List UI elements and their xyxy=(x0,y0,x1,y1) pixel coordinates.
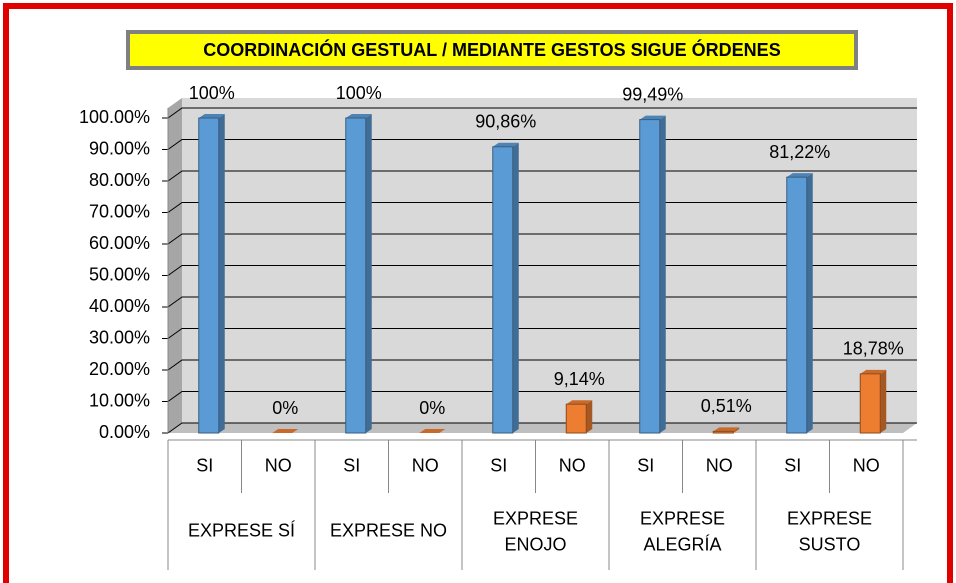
bar xyxy=(639,115,666,434)
x-tick-label: SI xyxy=(196,455,213,475)
bar-face xyxy=(345,117,367,434)
bar xyxy=(565,400,593,434)
bar-face xyxy=(512,142,519,433)
x-tick-label: NO xyxy=(412,455,439,475)
side-wall xyxy=(168,98,182,433)
data-label: 100% xyxy=(336,83,382,103)
data-label: 100% xyxy=(189,83,235,103)
chart-title: COORDINACIÓN GESTUAL / MEDIANTE GESTOS S… xyxy=(203,39,780,60)
grid-line xyxy=(167,265,917,276)
grid-line xyxy=(167,170,917,182)
frame xyxy=(3,3,953,583)
grid-line xyxy=(167,107,917,119)
x-tick-label: NO xyxy=(706,455,733,475)
y-tick-label: 100.00% xyxy=(79,107,150,127)
bar xyxy=(272,429,299,433)
bar xyxy=(492,142,519,434)
grid-line xyxy=(167,233,917,245)
data-label: 18,78% xyxy=(843,339,904,359)
bar-face xyxy=(733,427,740,433)
bar xyxy=(345,114,372,434)
bar-face xyxy=(492,146,514,434)
x-tick-label: NO xyxy=(853,455,880,475)
group-label: EXPRESE NO xyxy=(330,520,447,540)
y-tick-label: 10.00% xyxy=(89,390,150,410)
grid-line xyxy=(167,202,917,213)
x-tick-label: NO xyxy=(559,455,586,475)
group-label: EXPRESE SÍ xyxy=(188,520,295,540)
bar-face xyxy=(713,427,740,432)
grid-line xyxy=(167,422,917,434)
bar-face xyxy=(639,115,666,120)
data-label: 9,14% xyxy=(554,369,605,389)
y-tick-label: 0.00% xyxy=(99,422,150,442)
x-tick-label: SI xyxy=(637,455,654,475)
bar xyxy=(419,429,446,433)
bar-face xyxy=(586,400,593,433)
bar-face xyxy=(218,114,225,433)
bar-face xyxy=(712,430,734,434)
grid-line xyxy=(167,296,917,308)
x-tick-label: SI xyxy=(490,455,507,475)
grid-line xyxy=(167,139,917,150)
bar xyxy=(198,114,225,434)
bar-face xyxy=(659,115,666,433)
bar-face xyxy=(786,173,813,178)
bar-face xyxy=(786,176,808,434)
bar-face xyxy=(272,429,299,433)
title-box xyxy=(126,30,858,70)
data-label: 99,49% xyxy=(622,84,683,104)
y-tick-label: 30.00% xyxy=(89,327,150,347)
x-tick-label: SI xyxy=(784,455,801,475)
bar-face xyxy=(639,119,661,434)
data-label: 0% xyxy=(419,398,445,418)
bar-face xyxy=(566,400,593,405)
y-tick-label: 40.00% xyxy=(89,296,150,316)
bar-face xyxy=(492,142,519,147)
grid-line xyxy=(167,328,917,339)
bar-face xyxy=(345,114,372,118)
group-label: EXPRESE ENOJO xyxy=(493,508,578,554)
y-tick-label: 20.00% xyxy=(89,359,150,379)
y-tick-label: 90.00% xyxy=(89,138,150,158)
bar-face xyxy=(806,173,813,434)
data-label: 0% xyxy=(272,398,298,418)
bar-face xyxy=(860,369,887,374)
bar-face xyxy=(565,403,587,434)
data-label: 81,22% xyxy=(769,142,830,162)
grid-line xyxy=(167,391,917,402)
y-tick-label: 70.00% xyxy=(89,201,150,221)
data-label: 0,51% xyxy=(701,396,752,416)
x-tick-label: NO xyxy=(265,455,292,475)
bar-face xyxy=(880,369,887,433)
bar-face xyxy=(198,117,220,434)
bar-face xyxy=(859,373,881,434)
bar xyxy=(859,369,887,434)
bar xyxy=(786,173,813,434)
bar-face xyxy=(365,114,372,433)
bar xyxy=(712,427,740,434)
group-label: EXPRESE ALEGRÍA xyxy=(640,508,725,554)
group-label: EXPRESE SUSTO xyxy=(787,508,872,554)
y-tick-label: 60.00% xyxy=(89,233,150,253)
bar-face xyxy=(419,429,446,433)
bar-face xyxy=(198,114,225,118)
grid-line xyxy=(167,359,917,371)
y-tick-label: 80.00% xyxy=(89,170,150,190)
y-tick-label: 50.00% xyxy=(89,264,150,284)
data-label: 90,86% xyxy=(475,112,536,132)
x-tick-label: SI xyxy=(343,455,360,475)
